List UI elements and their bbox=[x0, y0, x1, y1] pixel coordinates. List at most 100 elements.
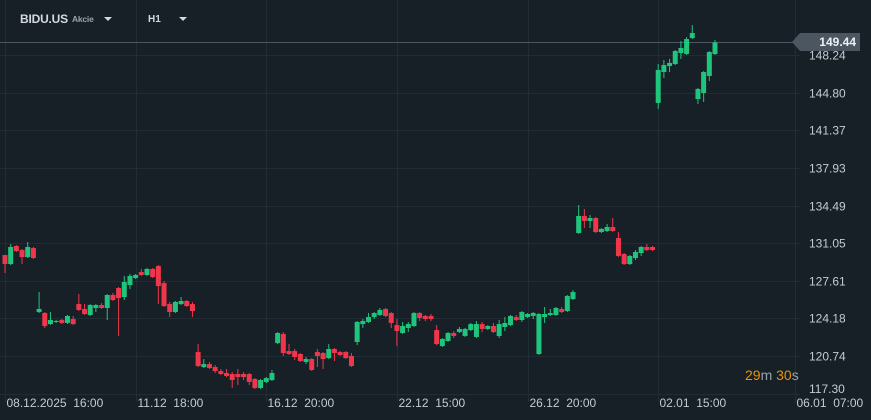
candle-up bbox=[525, 313, 531, 318]
candle-up bbox=[530, 313, 536, 316]
candle-down bbox=[434, 330, 440, 345]
candle-down bbox=[513, 317, 519, 321]
candle-up bbox=[53, 320, 59, 322]
candle-down bbox=[206, 364, 212, 368]
candle-down bbox=[394, 325, 400, 332]
candle-up bbox=[627, 255, 633, 265]
countdown-minutes-unit: m bbox=[760, 367, 773, 383]
candle-up bbox=[684, 39, 690, 54]
candle-up bbox=[439, 339, 445, 347]
chevron-down-icon[interactable] bbox=[103, 17, 112, 21]
candle-down bbox=[581, 215, 587, 221]
y-tick-label: 134.49 bbox=[809, 200, 846, 214]
candle-countdown: 29m 30s bbox=[745, 367, 799, 383]
candle-up bbox=[36, 308, 42, 313]
symbol-selector[interactable]: BIDU.US Akcie bbox=[20, 10, 112, 28]
candle-down bbox=[314, 352, 320, 356]
candle-up bbox=[178, 300, 184, 305]
candle-up bbox=[8, 247, 14, 265]
candle-up bbox=[144, 268, 150, 275]
candle-up bbox=[706, 52, 712, 76]
candle-up bbox=[354, 321, 360, 342]
candle-down bbox=[650, 247, 656, 251]
candle-down bbox=[229, 373, 235, 381]
candle-down bbox=[212, 367, 218, 372]
candle-down bbox=[235, 373, 241, 378]
chevron-down-icon[interactable] bbox=[178, 17, 187, 21]
y-tick-label: 117.30 bbox=[809, 382, 845, 396]
x-tick-label: 16.12 20:00 bbox=[268, 396, 335, 410]
candle-up bbox=[695, 88, 701, 100]
candle-down bbox=[161, 283, 167, 307]
countdown-seconds: 30 bbox=[776, 367, 792, 383]
x-tick-label: 11.12 18:00 bbox=[138, 396, 204, 410]
symbol-name: BIDU.US bbox=[20, 12, 68, 26]
y-tick-label: 131.05 bbox=[809, 237, 846, 251]
candle-up bbox=[701, 72, 707, 94]
candle-down bbox=[559, 308, 565, 313]
candle-up bbox=[502, 322, 508, 328]
y-tick-label: 141.37 bbox=[809, 124, 846, 138]
candle-up bbox=[638, 247, 644, 254]
candle-down bbox=[388, 313, 394, 323]
candle-down bbox=[451, 333, 457, 336]
candle-up bbox=[172, 301, 178, 313]
candle-down bbox=[99, 305, 105, 308]
y-tick-label: 120.74 bbox=[809, 350, 846, 364]
candle-up bbox=[553, 307, 559, 315]
candle-up bbox=[661, 65, 667, 73]
candle-up bbox=[462, 328, 468, 336]
candle-down bbox=[241, 373, 247, 378]
candle-up bbox=[547, 313, 553, 315]
timeframe-selector[interactable]: H1 bbox=[148, 10, 187, 28]
candle-up bbox=[400, 326, 406, 334]
candle-up bbox=[689, 33, 695, 39]
y-tick-label: 137.93 bbox=[809, 162, 846, 176]
candle-down bbox=[13, 246, 19, 252]
candle-up bbox=[604, 227, 610, 232]
instrument-type: Akcie bbox=[71, 14, 94, 24]
candle-down bbox=[252, 379, 258, 388]
candle-up bbox=[87, 305, 93, 315]
candle-up bbox=[712, 42, 718, 54]
candle-up bbox=[133, 274, 139, 279]
current-price-label: 149.44 bbox=[792, 33, 860, 51]
candle-up bbox=[263, 378, 269, 382]
candle-up bbox=[47, 320, 53, 325]
candle-up bbox=[366, 317, 372, 322]
candle-up bbox=[564, 295, 570, 312]
candle-down bbox=[184, 300, 190, 307]
candle-down bbox=[320, 353, 326, 360]
candle-down bbox=[155, 266, 161, 287]
candle-up bbox=[104, 294, 110, 308]
candle-down bbox=[297, 353, 303, 361]
candle-up bbox=[326, 348, 332, 359]
candle-down bbox=[286, 351, 292, 354]
candle-down bbox=[593, 218, 599, 233]
candle-down bbox=[224, 373, 230, 376]
candle-down bbox=[348, 355, 354, 367]
candle-up bbox=[473, 324, 479, 337]
candle-up bbox=[411, 313, 417, 327]
candle-up bbox=[127, 275, 133, 286]
candle-down bbox=[167, 304, 173, 313]
candle-down bbox=[383, 308, 389, 316]
candle-up bbox=[485, 326, 491, 329]
candle-up bbox=[303, 359, 309, 362]
candle-down bbox=[218, 371, 224, 374]
candle-down bbox=[189, 304, 195, 312]
candle-up bbox=[519, 312, 525, 321]
candle-down bbox=[42, 313, 48, 327]
candle-down bbox=[82, 308, 88, 314]
candle-down bbox=[116, 287, 122, 299]
x-tick-label: 22.12 15:00 bbox=[399, 396, 466, 410]
countdown-seconds-unit: s bbox=[791, 367, 799, 383]
candle-down bbox=[280, 333, 286, 354]
timeframe-value: H1 bbox=[148, 13, 161, 25]
candle-up bbox=[258, 380, 264, 388]
candle-down bbox=[292, 351, 298, 357]
candle-up bbox=[672, 51, 678, 65]
y-tick-label: 144.80 bbox=[809, 87, 846, 101]
candle-down bbox=[70, 319, 76, 325]
